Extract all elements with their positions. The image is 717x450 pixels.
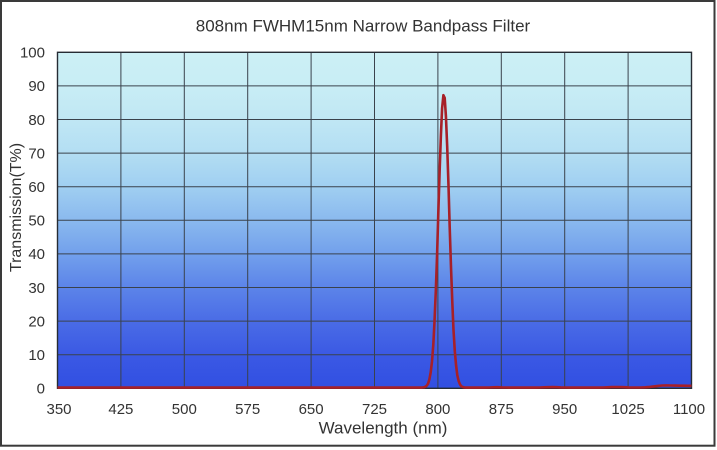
svg-text:425: 425 — [108, 401, 133, 418]
svg-text:50: 50 — [28, 213, 45, 230]
svg-text:30: 30 — [28, 280, 45, 297]
svg-text:80: 80 — [28, 112, 45, 129]
svg-text:875: 875 — [489, 401, 514, 418]
svg-text:1100: 1100 — [673, 401, 705, 418]
svg-text:650: 650 — [299, 401, 324, 418]
svg-text:575: 575 — [235, 401, 260, 418]
svg-text:100: 100 — [20, 45, 45, 62]
svg-text:0: 0 — [37, 381, 45, 398]
svg-text:1025: 1025 — [611, 401, 644, 418]
svg-text:90: 90 — [28, 78, 45, 95]
svg-text:Wavelength (nm): Wavelength (nm) — [319, 419, 448, 438]
svg-text:950: 950 — [552, 401, 577, 418]
svg-text:500: 500 — [172, 401, 197, 418]
svg-text:60: 60 — [28, 179, 45, 196]
svg-text:350: 350 — [46, 401, 71, 418]
svg-text:70: 70 — [28, 145, 45, 162]
svg-text:Transmission(T%): Transmission(T%) — [8, 143, 25, 272]
svg-text:40: 40 — [28, 246, 45, 263]
svg-text:10: 10 — [28, 347, 45, 364]
svg-text:808nm FWHM15nm Narrow Bandpass: 808nm FWHM15nm Narrow Bandpass Filter — [196, 17, 531, 36]
svg-text:800: 800 — [425, 401, 450, 418]
svg-text:20: 20 — [28, 313, 45, 330]
svg-text:725: 725 — [362, 401, 387, 418]
